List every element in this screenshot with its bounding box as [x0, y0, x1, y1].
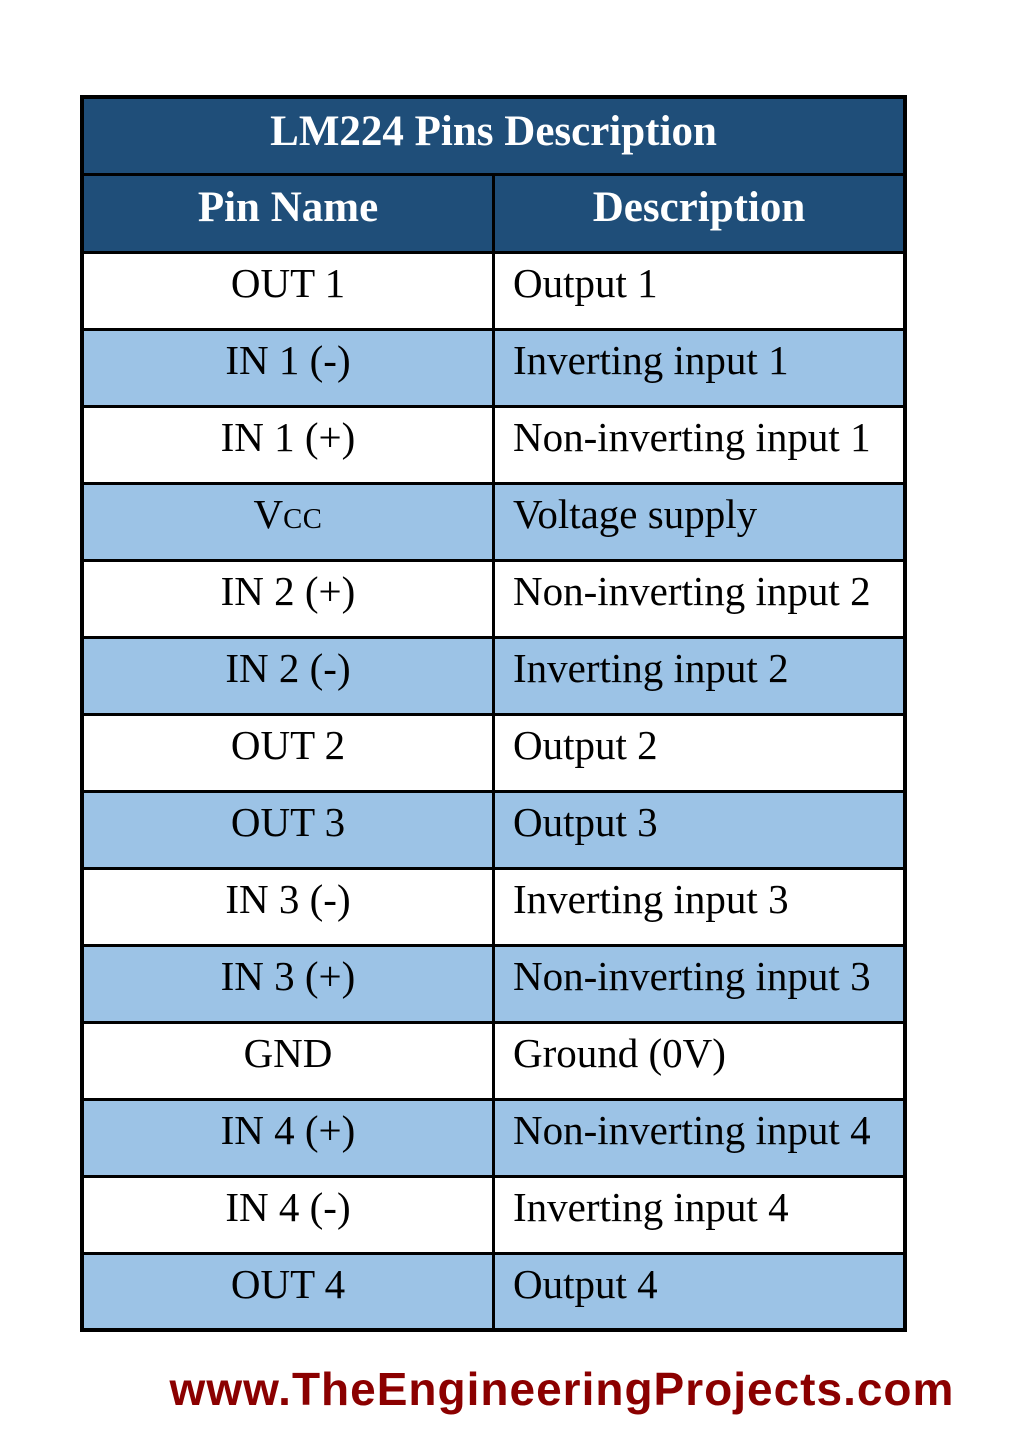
pin-description-cell: Non-inverting input 4 — [492, 1097, 907, 1178]
pin-name-cell: IN 3 (+) — [80, 943, 495, 1024]
pin-name-cell: IN 4 (+) — [80, 1097, 495, 1178]
pin-name-cell: IN 4 (-) — [80, 1174, 495, 1255]
column-header-description: Description — [492, 172, 907, 254]
table-head: LM224 Pins Description Pin Name Descript… — [80, 95, 907, 254]
table-header-row: Pin Name Description — [80, 172, 907, 254]
pin-name-cell: IN 1 (-) — [80, 327, 495, 408]
table-row: IN 1 (+) Non-inverting input 1 — [80, 404, 907, 485]
pin-description-cell: Output 3 — [492, 789, 907, 870]
table-title: LM224 Pins Description — [80, 95, 907, 176]
pin-name-cell: IN 2 (-) — [80, 635, 495, 716]
pin-name-cell: OUT 1 — [80, 250, 495, 331]
pin-name-cell: IN 2 (+) — [80, 558, 495, 639]
table-row: OUT 3 Output 3 — [80, 789, 907, 870]
pin-description-cell: Non-inverting input 1 — [492, 404, 907, 485]
pin-description-cell: Inverting input 3 — [492, 866, 907, 947]
pin-name-smallcaps: CC — [283, 502, 323, 535]
pin-name-cell: OUT 4 — [80, 1251, 495, 1332]
table-row: IN 2 (+) Non-inverting input 2 — [80, 558, 907, 639]
pin-name-cell: VCC — [80, 481, 495, 562]
pin-description-cell: Non-inverting input 2 — [492, 558, 907, 639]
column-header-pin-name: Pin Name — [80, 172, 495, 254]
pin-description-cell: Inverting input 2 — [492, 635, 907, 716]
watermark-url-text: www.TheEngineeringProjects.com — [169, 1363, 955, 1415]
pin-name-cell: IN 1 (+) — [80, 404, 495, 485]
pin-description-cell: Voltage supply — [492, 481, 907, 562]
table-row: IN 1 (-) Inverting input 1 — [80, 327, 907, 408]
pin-description-cell: Output 4 — [492, 1251, 907, 1332]
pin-description-cell: Ground (0V) — [492, 1020, 907, 1101]
table-row: OUT 4 Output 4 — [80, 1251, 907, 1332]
table-body: OUT 1 Output 1 IN 1 (-) Inverting input 1 IN… — [80, 250, 907, 1332]
table-row: OUT 2 Output 2 — [80, 712, 907, 793]
table-row: IN 3 (-) Inverting input 3 — [80, 866, 907, 947]
pin-name-cell: OUT 3 — [80, 789, 495, 870]
table-row: IN 2 (-) Inverting input 2 — [80, 635, 907, 716]
table-title-row: LM224 Pins Description — [80, 95, 907, 176]
pin-description-cell: Output 2 — [492, 712, 907, 793]
pin-description-cell: Non-inverting input 3 — [492, 943, 907, 1024]
pin-description-cell: Inverting input 4 — [492, 1174, 907, 1255]
table-row: GND Ground (0V) — [80, 1020, 907, 1101]
table-row: IN 3 (+) Non-inverting input 3 — [80, 943, 907, 1024]
pin-description-cell: Output 1 — [492, 250, 907, 331]
pin-name-cell: GND — [80, 1020, 495, 1101]
lm224-pins-table: LM224 Pins Description Pin Name Descript… — [80, 95, 907, 1332]
table-row: IN 4 (+) Non-inverting input 4 — [80, 1097, 907, 1178]
table-row: OUT 1 Output 1 — [80, 250, 907, 331]
table-row: VCC Voltage supply — [80, 481, 907, 562]
pin-name-cell: OUT 2 — [80, 712, 495, 793]
pin-description-cell: Inverting input 1 — [492, 327, 907, 408]
table-row: IN 4 (-) Inverting input 4 — [80, 1174, 907, 1255]
pin-name-cell: IN 3 (-) — [80, 866, 495, 947]
